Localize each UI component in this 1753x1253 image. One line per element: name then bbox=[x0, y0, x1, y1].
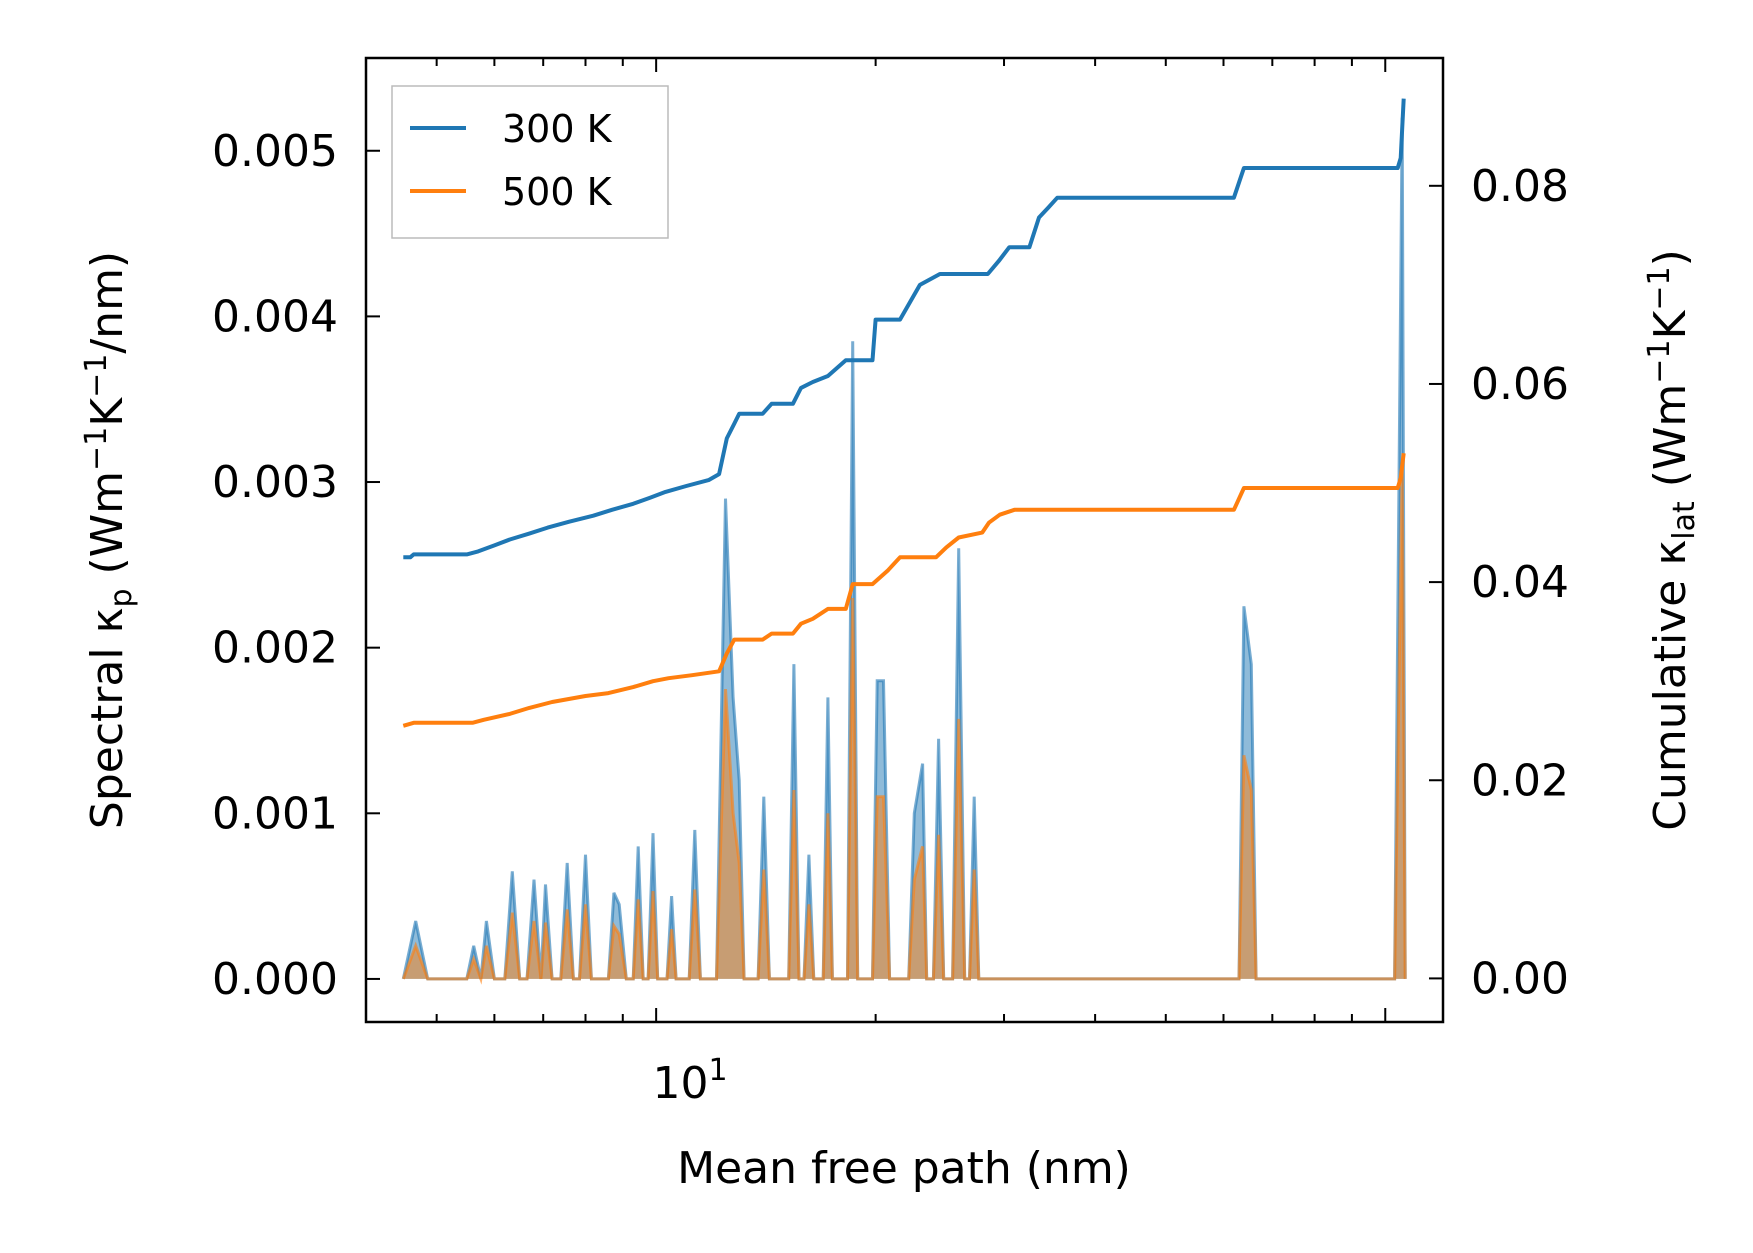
spectral-line-300k bbox=[401, 117, 1407, 981]
tick-layer: 0.000 0.001 0.002 0.003 0.004 0.005 0.00 0.02 0.… bbox=[212, 58, 1569, 1022]
line-layer bbox=[402, 98, 1406, 728]
cumulative-line-500k bbox=[402, 453, 1406, 728]
left-axis-title: Spectral κp (Wm−1K−1/nm) bbox=[79, 251, 139, 829]
right-y-tick-label-3: 0.06 bbox=[1471, 359, 1569, 410]
right-y-tick-label-0: 0.00 bbox=[1471, 953, 1569, 1004]
legend-box bbox=[391, 85, 669, 239]
right-y-tick-label-1: 0.02 bbox=[1471, 755, 1569, 806]
x-tick-label-10: 101 bbox=[652, 1053, 727, 1109]
left-y-tick-label-0: 0.000 bbox=[212, 954, 338, 1005]
legend: 300 K 500 K bbox=[391, 85, 669, 239]
left-y-tick-label-5: 0.005 bbox=[212, 126, 338, 177]
left-y-tick-label-3: 0.003 bbox=[212, 457, 338, 508]
cumulative-line-300k bbox=[403, 98, 1406, 560]
spectral-fill-layer bbox=[401, 117, 1407, 985]
right-y-tick-label-4: 0.08 bbox=[1471, 161, 1569, 212]
right-y-tick-label-2: 0.04 bbox=[1471, 557, 1569, 608]
left-y-tick-label-1: 0.001 bbox=[212, 788, 338, 839]
legend-label-300k: 300 K bbox=[502, 107, 613, 151]
x-axis-title: Mean free path (nm) bbox=[677, 1143, 1131, 1194]
spectral-line-500k bbox=[401, 465, 1407, 985]
plot-frame bbox=[364, 56, 1445, 1024]
left-y-tick-label-2: 0.002 bbox=[212, 623, 338, 674]
right-axis-title: Cumulative κlat (Wm−1K−1) bbox=[1642, 249, 1702, 831]
left-y-tick-label-4: 0.004 bbox=[212, 291, 338, 342]
legend-label-500k: 500 K bbox=[502, 170, 613, 214]
